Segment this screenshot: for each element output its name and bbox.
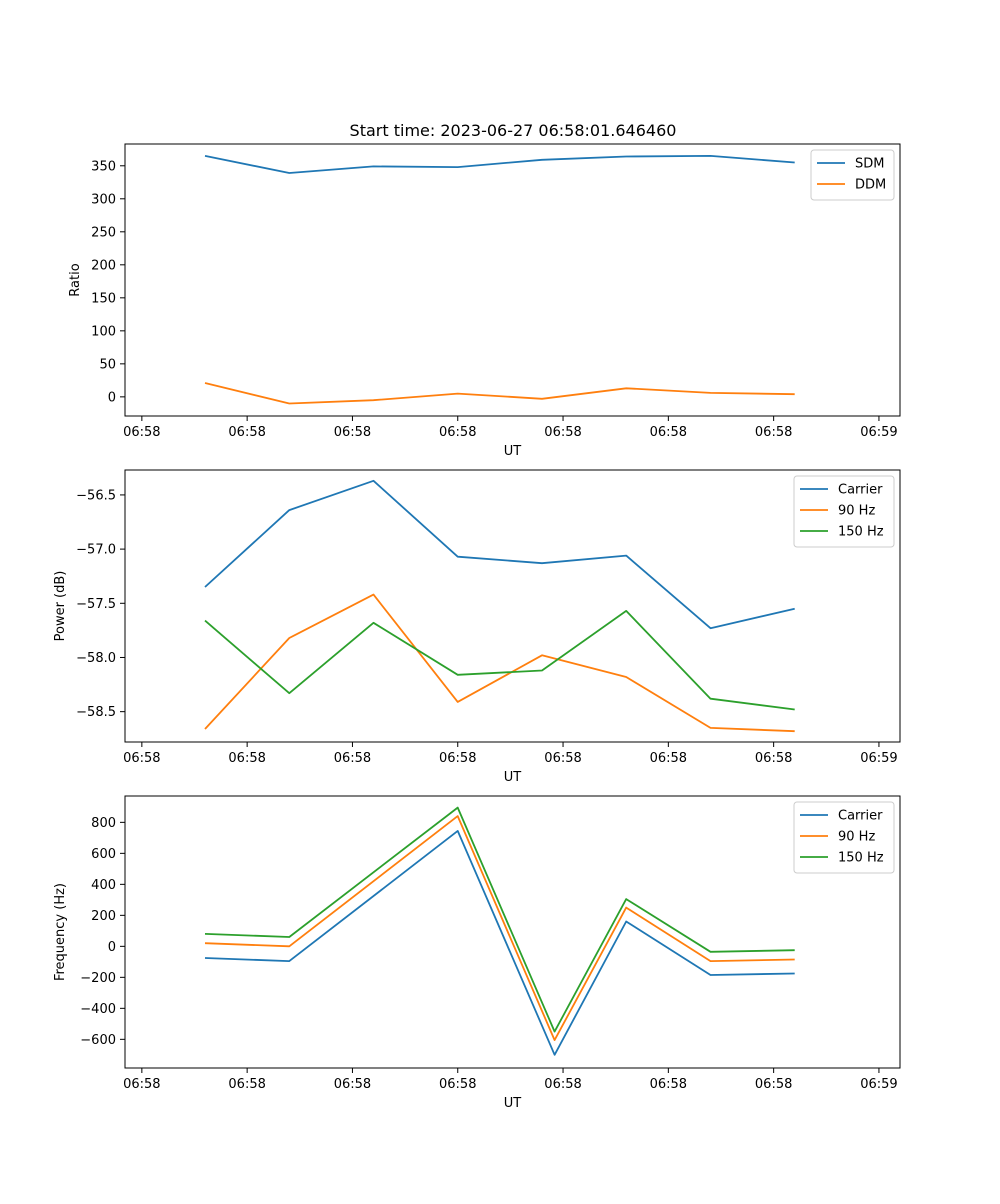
x-tick-label: 06:58 bbox=[334, 1077, 371, 1092]
y-tick-label: −57.0 bbox=[76, 543, 116, 558]
y-tick-label: −200 bbox=[80, 971, 116, 986]
series-line-carrier bbox=[204, 479, 795, 630]
y-tick-label: −400 bbox=[80, 1002, 116, 1017]
panel-1: 06:58 06:58 06:58 06:58 06:58 06:58 06:58 06:59… bbox=[68, 143, 901, 459]
y-tick-label: 400 bbox=[91, 878, 116, 893]
legend-label: Carrier bbox=[838, 483, 883, 498]
y-tick-label: 200 bbox=[91, 909, 116, 924]
x-tick-label: 06:58 bbox=[755, 1077, 792, 1092]
x-axis-label: UT bbox=[504, 770, 522, 785]
y-tick-label: −58.0 bbox=[76, 651, 116, 666]
x-tick-label: 06:58 bbox=[334, 751, 371, 766]
series-line-90-hz bbox=[204, 593, 795, 733]
y-tick-label: 0 bbox=[108, 940, 116, 955]
y-tick-label: −58.5 bbox=[76, 705, 116, 720]
y-tick-label: 0 bbox=[108, 390, 116, 405]
y-axis-label: Ratio bbox=[68, 263, 83, 296]
x-tick-label: 06:58 bbox=[650, 425, 687, 440]
legend-label: 150 Hz bbox=[838, 525, 884, 540]
x-tick-label: 06:58 bbox=[755, 751, 792, 766]
legend-label: DDM bbox=[855, 178, 886, 193]
y-axis-label: Power (dB) bbox=[53, 571, 68, 642]
legend-label: 90 Hz bbox=[838, 830, 875, 845]
y-tick-label: 100 bbox=[91, 324, 116, 339]
y-tick-label: −600 bbox=[80, 1033, 116, 1048]
x-tick-label: 06:58 bbox=[439, 1077, 476, 1092]
x-axis-label: UT bbox=[504, 444, 522, 459]
x-tick-label: 06:58 bbox=[439, 425, 476, 440]
x-tick-label: 06:58 bbox=[544, 751, 581, 766]
y-tick-label: 800 bbox=[91, 816, 116, 831]
x-tick-label: 06:58 bbox=[123, 751, 160, 766]
y-tick-label: 250 bbox=[91, 225, 116, 240]
legend: SDM DDM bbox=[810, 149, 895, 201]
x-tick-label: 06:59 bbox=[860, 751, 897, 766]
x-tick-label: 06:58 bbox=[228, 425, 265, 440]
series-line-150-hz bbox=[204, 806, 795, 1033]
axes-frame bbox=[124, 795, 901, 1069]
x-tick-label: 06:58 bbox=[544, 1077, 581, 1092]
x-tick-label: 06:58 bbox=[755, 425, 792, 440]
y-tick-label: 350 bbox=[91, 159, 116, 174]
y-tick-label: 150 bbox=[91, 291, 116, 306]
legend: Carrier 90 Hz 150 Hz bbox=[793, 475, 895, 548]
x-axis-label: UT bbox=[504, 1096, 522, 1111]
panel-2: 06:58 06:58 06:58 06:58 06:58 06:58 06:58 06:59… bbox=[53, 469, 901, 785]
x-tick-label: 06:58 bbox=[123, 425, 160, 440]
x-tick-label: 06:58 bbox=[650, 751, 687, 766]
x-tick-label: 06:58 bbox=[228, 751, 265, 766]
legend: Carrier 90 Hz 150 Hz bbox=[793, 801, 895, 874]
y-tick-label: 300 bbox=[91, 192, 116, 207]
x-tick-label: 06:59 bbox=[860, 425, 897, 440]
series-line-150-hz bbox=[204, 610, 795, 711]
x-tick-label: 06:58 bbox=[650, 1077, 687, 1092]
x-tick-label: 06:58 bbox=[544, 425, 581, 440]
series-line-90-hz bbox=[204, 815, 795, 1041]
y-tick-label: 600 bbox=[91, 847, 116, 862]
legend-box bbox=[793, 801, 895, 874]
legend-label: 150 Hz bbox=[838, 851, 884, 866]
x-tick-label: 06:58 bbox=[439, 751, 476, 766]
series-line-carrier bbox=[204, 830, 795, 1056]
legend-label: 90 Hz bbox=[838, 504, 875, 519]
axes-frame bbox=[124, 469, 901, 743]
y-tick-label: 50 bbox=[99, 357, 116, 372]
series-line-ddm bbox=[204, 382, 795, 405]
x-tick-label: 06:58 bbox=[123, 1077, 160, 1092]
x-tick-label: 06:58 bbox=[334, 425, 371, 440]
series-line-sdm bbox=[204, 154, 795, 174]
y-tick-label: 200 bbox=[91, 258, 116, 273]
axes-frame bbox=[124, 143, 901, 417]
x-tick-label: 06:59 bbox=[860, 1077, 897, 1092]
y-tick-label: −57.5 bbox=[76, 597, 116, 612]
y-axis-label: Frequency (Hz) bbox=[53, 883, 68, 981]
y-tick-label: −56.5 bbox=[76, 488, 116, 503]
legend-box bbox=[793, 475, 895, 548]
panels: 06:58 06:58 06:58 06:58 06:58 06:58 06:58 06:59… bbox=[53, 143, 901, 1111]
legend-label: SDM bbox=[855, 157, 884, 172]
panel-3: 06:58 06:58 06:58 06:58 06:58 06:58 06:58 06:59… bbox=[53, 795, 901, 1111]
chart-title: Start time: 2023-06-27 06:58:01.646460 bbox=[350, 121, 677, 140]
x-tick-label: 06:58 bbox=[228, 1077, 265, 1092]
legend-label: Carrier bbox=[838, 809, 883, 824]
